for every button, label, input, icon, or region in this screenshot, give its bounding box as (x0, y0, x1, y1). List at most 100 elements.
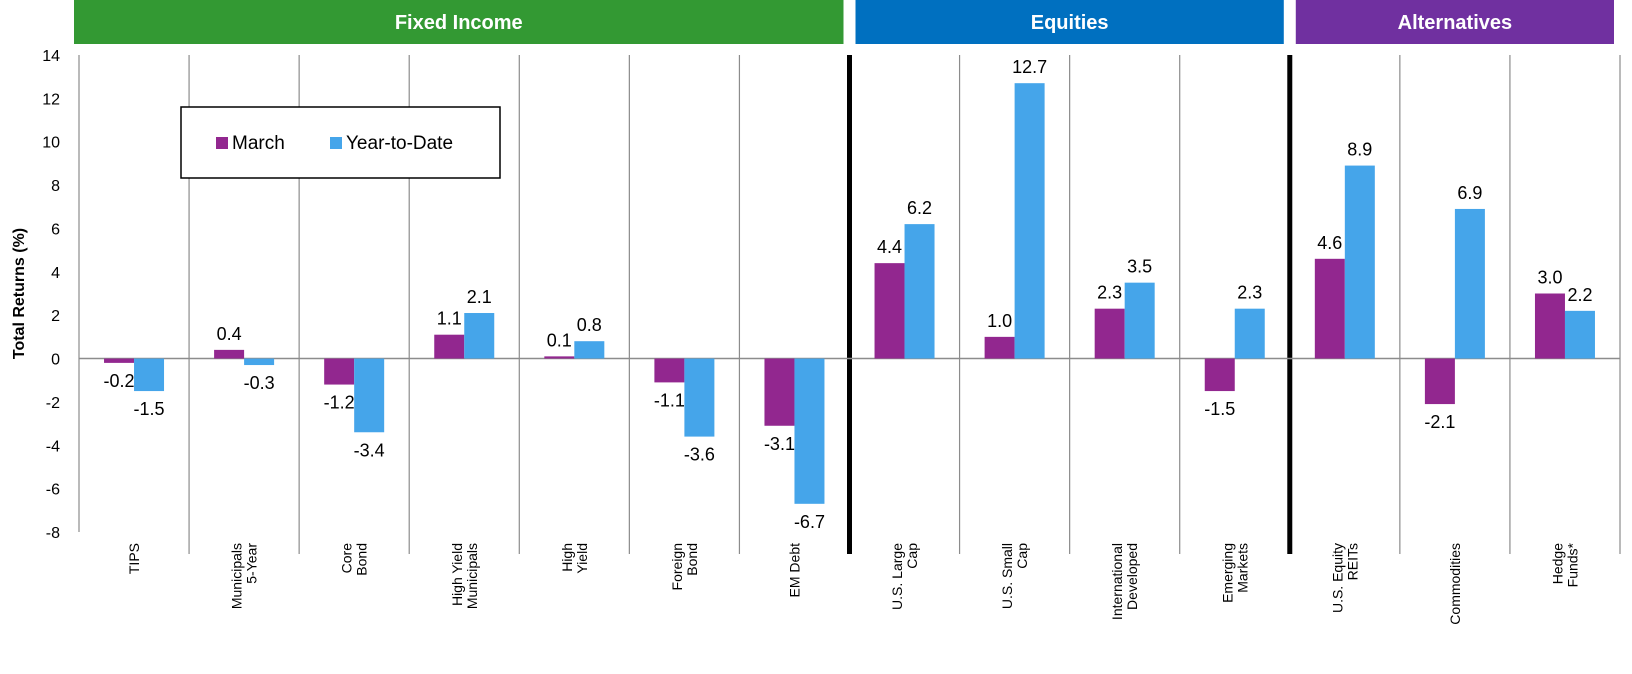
data-label-year-to-date: -6.7 (794, 512, 825, 532)
category-label-line: Municipals (229, 543, 245, 609)
bars (104, 83, 1595, 504)
bar-march-emerging-markets (1204, 358, 1235, 392)
data-label-march: 1.1 (437, 309, 462, 329)
category-labels: TIPS Municipals 5-Year Core Bond High Yield Mu… (126, 542, 1580, 624)
y-axis-title: Total Returns (%) (11, 228, 28, 359)
bar-march-u-s-large-cap (874, 263, 905, 359)
category-label-line: Yield (574, 543, 590, 574)
y-tick-label: 6 (51, 221, 60, 238)
category-label-emerging-markets: Emerging Markets (1219, 543, 1250, 603)
data-label-march: 4.6 (1317, 233, 1342, 253)
category-label-u-s-large-cap: U.S. Large Cap (889, 543, 920, 610)
data-label-march: 4.4 (877, 237, 902, 257)
bar-march-international-developed (1094, 308, 1125, 359)
data-label-march: 3.0 (1537, 268, 1562, 288)
category-label-foreign-bond: Foreign Bond (669, 543, 700, 590)
data-label-year-to-date: 8.9 (1347, 140, 1372, 160)
data-label-year-to-date: 2.3 (1237, 283, 1262, 303)
category-label-line: Core (339, 543, 355, 574)
category-label-line: International (1109, 543, 1125, 620)
data-label-year-to-date: 2.2 (1567, 285, 1592, 305)
group-header-equities (855, 0, 1284, 44)
data-label-march: -1.5 (1204, 399, 1235, 419)
category-label-line: 5-Year (244, 543, 260, 584)
category-label-line: Cap (1014, 543, 1030, 569)
data-label-march: -0.2 (104, 371, 135, 391)
category-label-commodities: Commodities (1447, 543, 1463, 625)
legend-label-march: March (232, 133, 285, 154)
bar-year-to-date-u-s-equity-reits (1344, 165, 1375, 359)
data-label-year-to-date: 12.7 (1012, 57, 1047, 77)
category-label-line: REITs (1344, 543, 1360, 580)
data-label-year-to-date: 6.2 (907, 198, 932, 218)
y-axis: -8 -6 -4 -2 0 2 4 6 8 10 12 14 Total Returns (%) (11, 48, 60, 542)
data-label-march: -1.2 (324, 393, 355, 413)
bar-year-to-date-u-s-small-cap (1014, 83, 1045, 359)
y-tick-label: 12 (42, 91, 60, 108)
bar-march-em-debt (764, 358, 795, 426)
bar-year-to-date-high-yield-municipals (464, 313, 495, 359)
category-label-line: Bond (354, 543, 370, 576)
category-label-u-s-equity-reits: U.S. Equity REITs (1329, 543, 1360, 613)
bar-year-to-date-u-s-large-cap (904, 224, 935, 359)
category-label-core-bond: Core Bond (339, 543, 370, 576)
category-label-line: U.S. Equity (1329, 543, 1345, 613)
category-label-line: Hedge (1549, 543, 1565, 584)
data-label-year-to-date: -3.6 (684, 445, 715, 465)
legend: March Year-to-Date (180, 106, 501, 179)
category-label-line: Foreign (669, 543, 685, 590)
group-headers: Fixed Income Equities Alternatives (74, 0, 1614, 44)
bar-march-u-s-small-cap (984, 336, 1015, 359)
bar-year-to-date-emerging-markets (1234, 308, 1265, 359)
data-label-year-to-date: 2.1 (467, 287, 492, 307)
category-label-line: High Yield (449, 543, 465, 606)
data-label-year-to-date: 0.8 (577, 315, 602, 335)
bar-year-to-date-core-bond (354, 358, 385, 433)
data-label-march: -2.1 (1424, 412, 1455, 432)
category-label-line: EM Debt (786, 543, 802, 598)
bar-year-to-date-high-yield (574, 341, 605, 359)
y-tick-label: 2 (51, 308, 60, 325)
data-label-march: 1.0 (987, 311, 1012, 331)
category-label-line: Markets (1234, 543, 1250, 593)
bar-year-to-date-hedge-funds (1564, 310, 1595, 359)
group-header-label: Equities (1031, 12, 1109, 34)
bar-march-municipals-5-year (214, 349, 245, 359)
category-label-municipals-5-year: Municipals 5-Year (229, 543, 260, 609)
y-tick-label: 8 (51, 178, 60, 195)
bar-march-tips (104, 358, 135, 363)
data-label-march: 2.3 (1097, 283, 1122, 303)
legend-swatch-year-to-date (330, 137, 342, 149)
group-header-fixed-income (74, 0, 844, 44)
category-label-line: Municipals (464, 543, 480, 609)
group-header-label: Alternatives (1398, 12, 1513, 34)
category-label-line: Bond (684, 543, 700, 576)
bar-year-to-date-foreign-bond (684, 358, 715, 437)
category-label-line: Commodities (1447, 543, 1463, 625)
category-label-u-s-small-cap: U.S. Small Cap (999, 543, 1030, 609)
data-label-year-to-date: 3.5 (1127, 257, 1152, 277)
category-label-line: Developed (1124, 543, 1140, 610)
y-tick-label: 10 (42, 135, 60, 152)
y-tick-label: -4 (46, 438, 60, 455)
category-label-line: Funds* (1564, 542, 1580, 587)
category-label-line: Emerging (1219, 543, 1235, 603)
category-label-line: High (559, 543, 575, 572)
category-label-high-yield-municipals: High Yield Municipals (449, 543, 480, 609)
data-labels: -0.2 0.4 -1.2 1.1 0.1 -1.1 -3.1 4.4 1.0 2.3 -1.5 4.… (104, 57, 1593, 532)
data-label-year-to-date: -3.4 (354, 440, 385, 460)
bar-march-core-bond (324, 358, 355, 385)
y-tick-label: 0 (51, 352, 60, 369)
data-label-year-to-date: -0.3 (244, 373, 275, 393)
bar-year-to-date-international-developed (1124, 282, 1155, 359)
category-label-line: U.S. Large (889, 543, 905, 610)
y-tick-label: 4 (51, 265, 60, 282)
data-label-march: -1.1 (654, 390, 685, 410)
group-header-alternatives (1295, 0, 1614, 44)
bar-march-commodities (1424, 358, 1455, 405)
y-tick-label: -2 (46, 395, 60, 412)
category-label-tips: TIPS (126, 543, 142, 574)
bar-march-hedge-funds (1534, 293, 1565, 359)
category-label-international-developed: International Developed (1109, 543, 1140, 620)
data-label-march: 0.4 (217, 324, 242, 344)
